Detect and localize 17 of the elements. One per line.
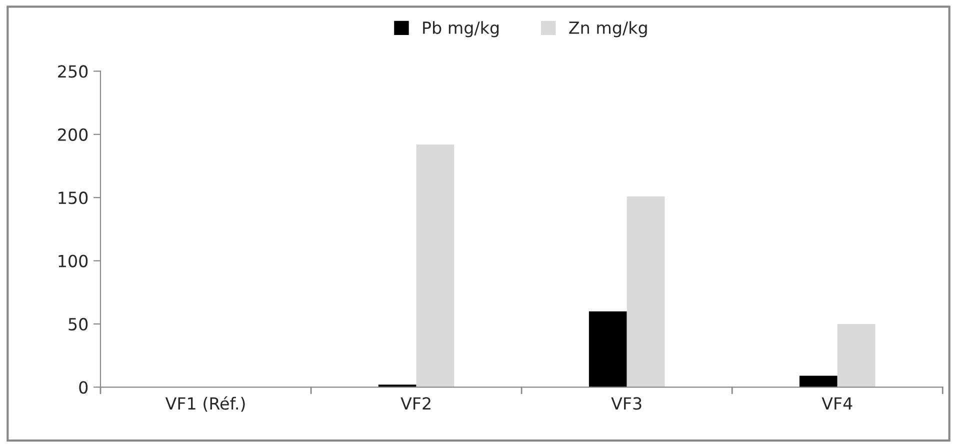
bar (588, 311, 627, 388)
legend-label: Pb mg/kg (423, 21, 499, 38)
x-tick-label: VF3 (611, 397, 642, 410)
legend-label: Zn mg/kg (569, 21, 647, 38)
y-tick-label: 150 (58, 192, 88, 204)
y-tick-label: 100 (58, 254, 88, 268)
x-tick-label: VF2 (400, 397, 430, 410)
y-tick-label: 250 (58, 65, 88, 78)
x-tick-label: VF1 (Réf.) (165, 396, 245, 412)
bar (799, 376, 838, 388)
y-tick-label: 0 (79, 381, 88, 394)
y-tick-label: 50 (68, 318, 88, 331)
bar (837, 324, 876, 388)
y-tick-label: 200 (58, 128, 88, 141)
x-tick-label: VF4 (822, 397, 852, 410)
bar (416, 144, 454, 388)
bar (626, 196, 665, 388)
